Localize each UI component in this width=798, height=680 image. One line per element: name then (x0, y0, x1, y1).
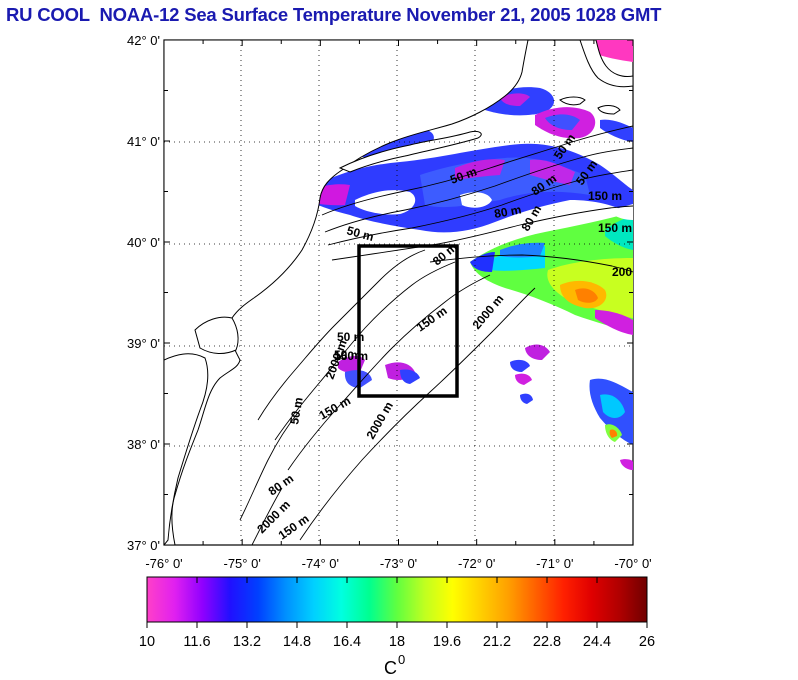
contour-label: 50 m (345, 223, 375, 244)
colorbar-tick-label: 26 (639, 634, 655, 650)
colorbar-tick-label: 19.6 (433, 634, 461, 650)
lon-label: -71° 0' (536, 556, 573, 571)
sst-imagery (300, 40, 633, 470)
lon-label: -70° 0' (614, 556, 651, 571)
lon-label: -76° 0' (145, 556, 182, 571)
lat-label: 40° 0' (127, 235, 160, 250)
map-title: RU COOL NOAA-12 Sea Surface Temperature … (6, 4, 662, 25)
colorbar-tick-label: 18 (389, 634, 405, 650)
colorbar-tick-label: 16.4 (333, 634, 361, 650)
lat-label: 42° 0' (127, 33, 160, 48)
lon-label: -75° 0' (224, 556, 261, 571)
contour-label: 150 m (588, 189, 622, 203)
contour-label: 50 m (287, 396, 306, 425)
colorbar-scale (146, 576, 648, 623)
lat-label: 37° 0' (127, 538, 160, 553)
study-area-box (357, 244, 459, 398)
contour-label: 150 m (598, 221, 632, 235)
coastline (164, 40, 633, 545)
axis-ticks (163, 39, 634, 546)
latitude-labels: 42° 0' 41° 0' 40° 0' 39° 0' 38° 0' 37° 0' (127, 33, 160, 553)
colorbar-unit-superscript: 0 (398, 652, 405, 667)
contour-label: 80 m (493, 202, 522, 221)
contour-label: 50 m (337, 330, 364, 344)
colorbar-tick-label: 13.2 (233, 634, 261, 650)
colorbar-tick-label: 10 (139, 634, 155, 650)
lat-label: 38° 0' (127, 437, 160, 452)
colorbar: 10 11.6 13.2 14.8 16.4 18 19.6 21.2 22.8 24.4 26 C… (139, 576, 655, 678)
longitude-labels: -76° 0' -75° 0' -74° 0' -73° 0' -72° 0' -71° … (145, 556, 651, 571)
lon-label: -72° 0' (458, 556, 495, 571)
colorbar-tick-label: 11.6 (183, 634, 210, 650)
colorbar-tick-label: 14.8 (283, 634, 311, 650)
colorbar-tick-label: 21.2 (483, 634, 511, 650)
lat-label: 41° 0' (127, 134, 160, 149)
lon-label: -74° 0' (302, 556, 339, 571)
lon-label: -73° 0' (380, 556, 417, 571)
colorbar-tick-label: 22.8 (533, 634, 561, 650)
lat-label: 39° 0' (127, 336, 160, 351)
contour-label: 200 (612, 265, 632, 279)
grid (164, 40, 633, 545)
contour-label: 50 m (334, 348, 361, 362)
contour-label: 150 m (334, 349, 368, 363)
colorbar-unit: C (384, 658, 397, 678)
colorbar-tick-label: 24.4 (583, 634, 611, 650)
